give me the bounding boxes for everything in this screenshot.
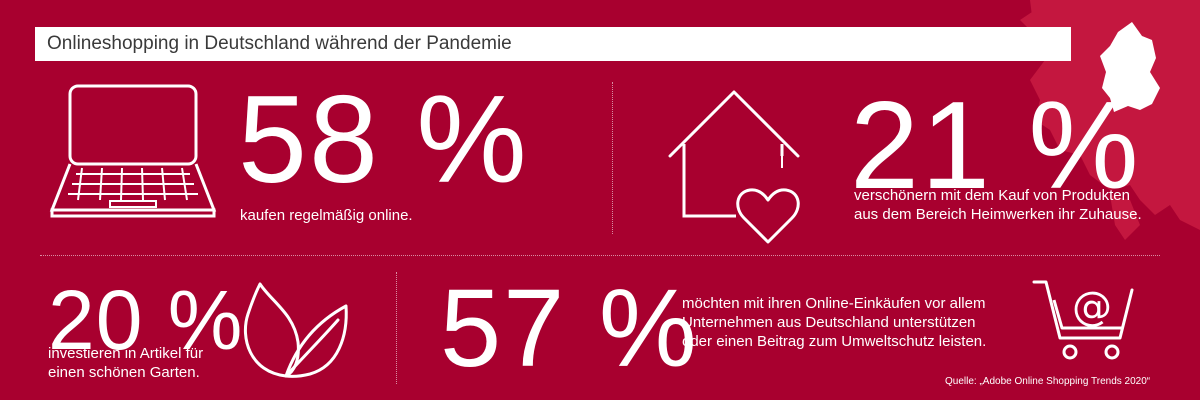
- house-heart-icon: [668, 90, 800, 244]
- europe-map-icon: [1020, 0, 1200, 240]
- laptop-icon: [49, 84, 217, 218]
- stat-text-57-line-2: Unternehmen aus Deutschland unterstützen: [682, 314, 976, 331]
- stat-text-20: investieren in Artikel für einen schönen…: [48, 344, 203, 382]
- stat-text-21: verschönern mit dem Kauf von Produkten a…: [854, 186, 1142, 224]
- shopping-cart-at-icon: @: [1032, 280, 1134, 360]
- stat-text-57-line-3: oder einen Beitrag zum Umweltschutz leis…: [682, 333, 987, 350]
- stat-text-21-line-2: aus dem Bereich Heimwerken ihr Zuhause.: [854, 206, 1142, 223]
- source-note: Quelle: „Adobe Online Shopping Trends 20…: [945, 376, 1151, 387]
- stat-text-21-line-1: verschönern mit dem Kauf von Produkten: [854, 187, 1130, 204]
- stat-text-20-line-1: investieren in Artikel für: [48, 345, 204, 362]
- stat-value-20: 20 %: [48, 273, 244, 367]
- svg-text:@: @: [1072, 284, 1112, 330]
- page-title: Onlineshopping in Deutschland während de…: [35, 27, 1071, 61]
- germany-shape: [1100, 22, 1160, 112]
- stat-value-58: 58 %: [238, 71, 529, 209]
- stat-text-57: möchten mit ihren Online-Einkäufen vor a…: [682, 294, 986, 351]
- vertical-divider: [612, 82, 613, 234]
- horizontal-divider: [40, 255, 1160, 256]
- stat-value-21: 21 %: [850, 77, 1141, 215]
- stat-text-20-line-2: einen schönen Garten.: [48, 364, 200, 381]
- leaf-icon: [243, 282, 348, 378]
- stat-text-58: kaufen regelmäßig online.: [240, 207, 413, 224]
- stat-value-57: 57 %: [440, 267, 699, 390]
- vertical-divider-2: [396, 272, 397, 384]
- stat-text-57-line-1: möchten mit ihren Online-Einkäufen vor a…: [682, 295, 986, 312]
